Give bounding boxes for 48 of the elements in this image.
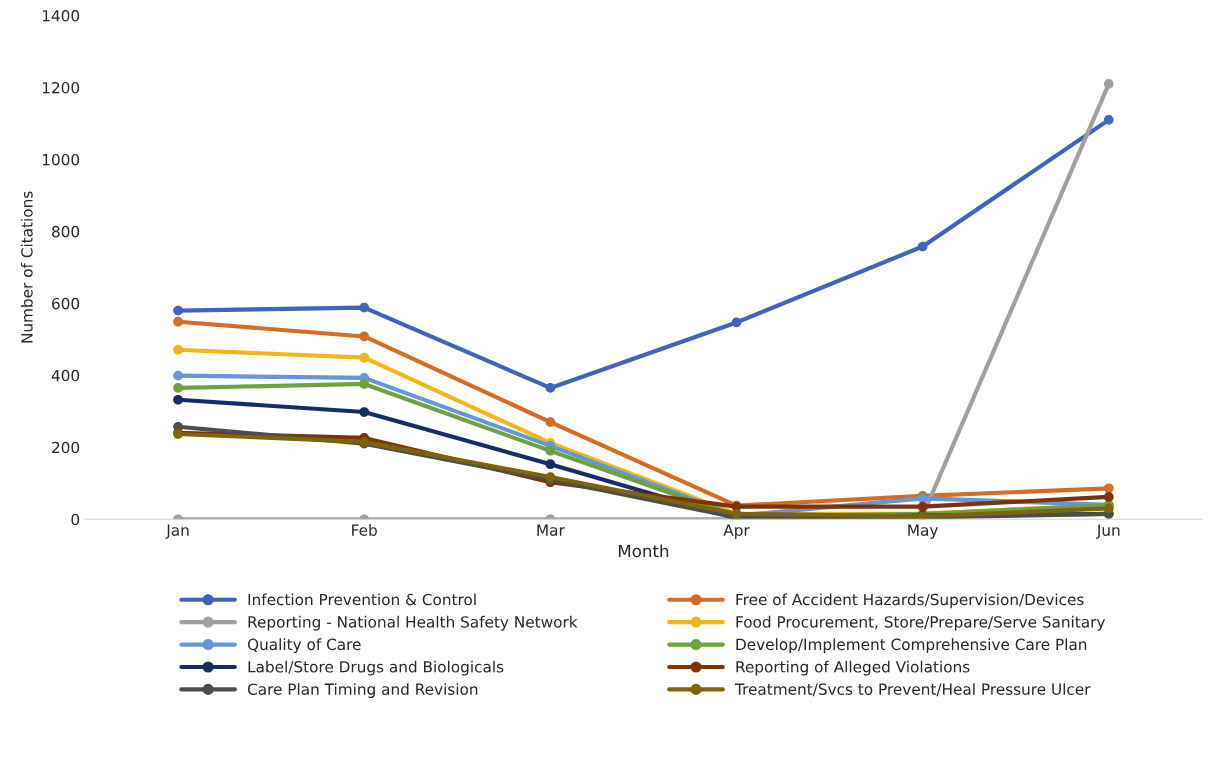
point xyxy=(173,305,183,316)
point xyxy=(731,317,742,328)
point xyxy=(917,501,928,512)
y-tick-label: 600 xyxy=(52,297,80,310)
point xyxy=(917,241,928,252)
x-tick-label: Jan xyxy=(165,524,189,539)
point xyxy=(173,344,183,355)
point xyxy=(1103,114,1114,125)
x-tick-label: May xyxy=(908,524,938,539)
point xyxy=(1103,79,1114,89)
x-tick-label: Mar xyxy=(537,524,565,536)
legend-label: Infection Prevention & Control xyxy=(248,593,476,606)
point xyxy=(1103,483,1114,494)
legend-label: Quality of Care xyxy=(247,638,361,654)
legend-label: Label/Store Drugs and Biologicals xyxy=(248,660,504,676)
point xyxy=(173,316,183,327)
legend-label: Care Plan Timing and Revision xyxy=(247,683,478,698)
y-tick-label: 400 xyxy=(51,369,80,382)
y-tick-label: 1400 xyxy=(42,9,80,22)
point xyxy=(545,446,556,456)
y-tick-label: 200 xyxy=(52,441,80,454)
legend-label: Food Procurement, Store/Prepare/Serve Sanitary xyxy=(736,615,1106,631)
y-tick-label: 0 xyxy=(71,513,80,526)
point xyxy=(173,370,183,381)
point xyxy=(545,383,556,393)
point xyxy=(359,302,370,313)
legend-label: Free of Accident Hazards/Supervision/Devices xyxy=(736,593,1084,609)
y-tick-label: 800 xyxy=(51,225,80,238)
legend-label: Reporting of Alleged Violations xyxy=(736,660,970,676)
point xyxy=(173,394,183,405)
legend-label: Develop/Implement Comprehensive Care Plan xyxy=(736,638,1087,654)
point xyxy=(1103,492,1114,502)
point xyxy=(545,459,556,470)
x-axis-title: Month xyxy=(618,544,669,558)
point xyxy=(173,383,183,393)
legend-label: Reporting - National Health Safety Network xyxy=(248,615,578,631)
x-tick-label: Apr xyxy=(723,524,750,539)
point xyxy=(359,379,370,389)
x-tick-label: Feb xyxy=(352,524,377,536)
legend-label: Treatment/Svcs to Prevent/Heal Pressure Ulcer xyxy=(734,683,1091,697)
y-tick-label: 1200 xyxy=(42,81,80,94)
point xyxy=(359,407,370,417)
y-tick-label: 1000 xyxy=(42,153,80,166)
point xyxy=(545,417,556,427)
y-axis-title: Number of Citations xyxy=(20,191,33,343)
point xyxy=(359,331,370,342)
x-tick-label: Jun xyxy=(1096,524,1120,539)
point xyxy=(359,352,370,363)
